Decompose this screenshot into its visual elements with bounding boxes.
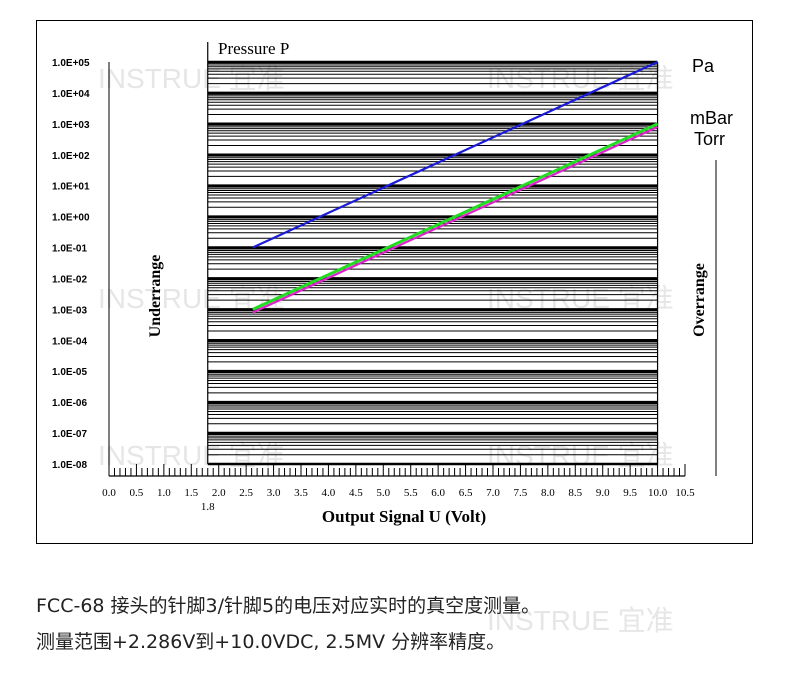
y-tick-label: 1.0E+05 <box>52 58 90 69</box>
x-tick-label: 9.5 <box>623 487 637 499</box>
y-tick-label: 1.0E+01 <box>52 182 90 193</box>
series-line-pa <box>252 61 659 249</box>
caption-line-1: FCC-68 接头的针脚3/针脚5的电压对应实时的真空度测量。 <box>36 595 541 617</box>
y-tick-label: 1.0E-08 <box>52 460 87 471</box>
x-tick-label: 4.5 <box>349 487 363 499</box>
caption: FCC-68 接头的针脚3/针脚5的电压对应实时的真空度测量。 测量范围+2.2… <box>36 588 776 660</box>
x-tick-label: 2.0 <box>212 487 226 499</box>
y-tick-label: 1.0E-02 <box>52 274 87 285</box>
x-tick-label: 0.5 <box>130 487 144 499</box>
x-tick-label: 10.5 <box>675 487 695 499</box>
y-tick-label: 1.0E+02 <box>52 151 90 162</box>
series-line-mbar <box>252 122 659 311</box>
x-tick-label: 2.5 <box>239 487 253 499</box>
watermark: INSTRUE 宜准 <box>487 605 674 636</box>
y-tick-label: 1.0E+04 <box>52 89 90 100</box>
series-label-mbar: mBar <box>690 108 733 128</box>
y-tick-label: 1.0E+00 <box>52 213 90 224</box>
x-tick-label: 9.0 <box>596 487 610 499</box>
y-tick-label: 1.0E-03 <box>52 305 87 316</box>
series-label-pa: Pa <box>692 56 715 76</box>
caption-line-2: 测量范围+2.286V到+10.0VDC, 2.5MV 分辨率精度。 <box>36 631 506 653</box>
x-tick-label: 3.0 <box>267 487 281 499</box>
x-tick-label: 7.0 <box>486 487 500 499</box>
series-line-torr <box>252 125 659 314</box>
x-tick-label: 4.0 <box>322 487 336 499</box>
x-tick-label: 8.0 <box>541 487 555 499</box>
x-tick-label: 3.5 <box>294 487 308 499</box>
x-tick-label: 6.0 <box>431 487 445 499</box>
x-tick-label: 5.5 <box>404 487 418 499</box>
chart-frame <box>36 20 753 544</box>
x-tick-label: 1.0 <box>157 487 171 499</box>
x-extra-tick-label: 1.8 <box>201 501 215 513</box>
x-tick-label: 5.0 <box>376 487 390 499</box>
x-tick-label: 7.5 <box>514 487 528 499</box>
y-tick-label: 1.0E-04 <box>52 336 87 347</box>
y-tick-label: 1.0E+03 <box>52 120 90 131</box>
x-tick-label: 10.0 <box>648 487 668 499</box>
y-tick-label: 1.0E-06 <box>52 398 87 409</box>
series-label-torr: Torr <box>694 129 725 149</box>
overrange-label: Overrange <box>691 263 708 337</box>
x-axis-label: Output Signal U (Volt) <box>322 507 486 526</box>
y-tick-label: 1.0E-07 <box>52 429 87 440</box>
chart-title: Pressure P <box>218 39 289 58</box>
y-tick-label: 1.0E-01 <box>52 244 87 255</box>
x-tick-label: 1.5 <box>184 487 198 499</box>
x-tick-label: 0.0 <box>102 487 116 499</box>
y-tick-label: 1.0E-05 <box>52 367 87 378</box>
underrange-label: Underrange <box>147 255 164 338</box>
watermark: INSTRUE 宜准 <box>487 440 674 471</box>
x-tick-label: 8.5 <box>568 487 582 499</box>
x-tick-label: 6.5 <box>459 487 473 499</box>
